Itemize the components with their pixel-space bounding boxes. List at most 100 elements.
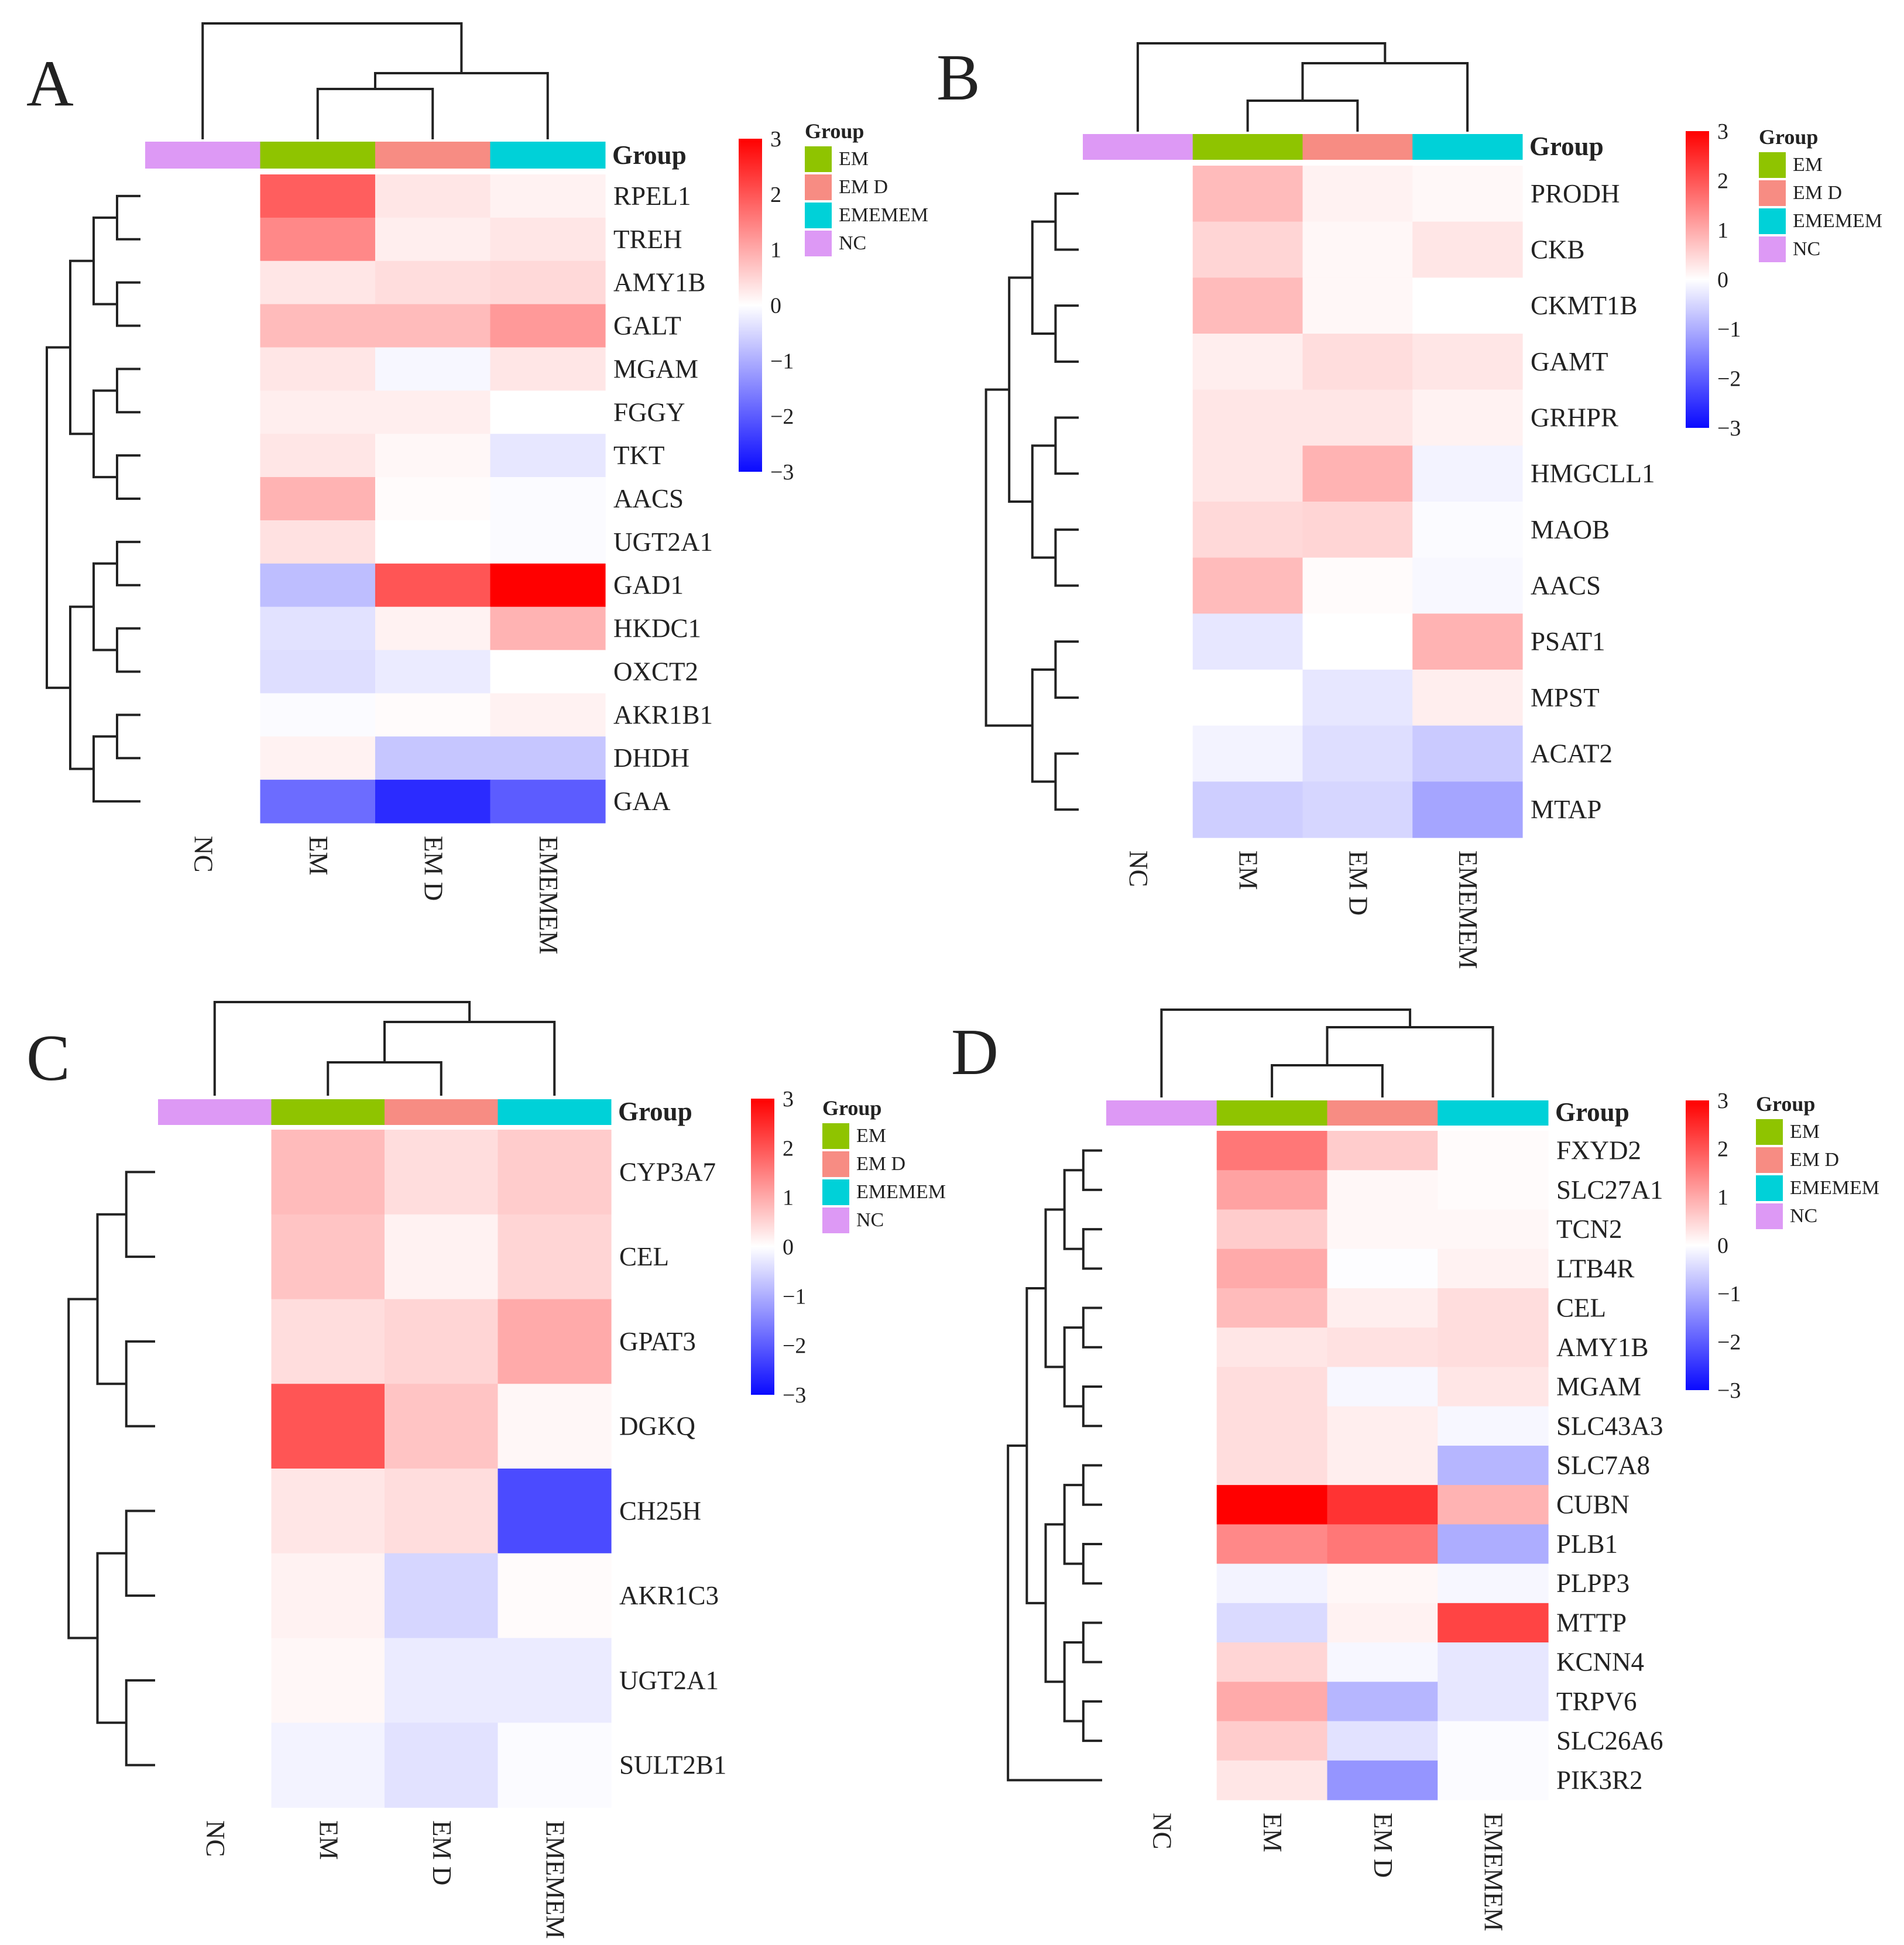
column-label: EM [314,1820,343,1860]
heatmap-cell [1412,445,1523,502]
heatmap-cell [1106,1209,1217,1250]
heatmap-cell [1327,1524,1438,1565]
heatmap-cell [490,390,606,434]
heatmap-cell [1302,613,1413,670]
heatmap-cell [145,650,261,694]
heatmap-cell [1302,166,1413,222]
heatmap-cell [1412,725,1523,782]
heatmap-cell [490,650,606,694]
color-scale-tick: 2 [783,1136,794,1161]
heatmap-cell [498,1299,612,1384]
legend-label: EMEMEM [839,204,928,226]
heatmap-cell [490,304,606,348]
heatmap-cell [1216,1288,1328,1328]
row-label: HMGCLL1 [1531,459,1655,488]
heatmap-cell [1083,334,1193,390]
heatmap-cell [158,1469,272,1554]
column-label: EM D [1368,1813,1398,1878]
group-band-ememem [490,142,606,169]
color-scale-tick: −2 [783,1334,806,1359]
heatmap-cell [1106,1642,1217,1682]
row-label: PRODH [1531,179,1620,208]
heatmap-cell [385,1299,499,1384]
color-scale-bar [751,1099,774,1395]
heatmap-cell [1412,781,1523,838]
row-label: GPAT3 [619,1327,696,1356]
group-band-nc [1083,134,1193,160]
heatmap-cell [1302,557,1413,614]
heatmap-cell [145,520,261,564]
heatmap-cell [1083,389,1193,446]
heatmap-cell [1302,389,1413,446]
heatmap-cell [1412,334,1523,390]
heatmap-cell [498,1214,612,1300]
legend-label: EMEMEM [1790,1177,1879,1199]
column-label: EM [1234,850,1263,890]
heatmap-cell [1216,1682,1328,1722]
heatmap-cell [1216,1760,1328,1800]
heatmap-cell [260,520,376,564]
row-label: MAOB [1531,515,1610,544]
heatmap-cell [260,693,376,737]
heatmap-cell [1083,557,1193,614]
heatmap-cell [375,477,491,521]
color-scale-tick: 2 [770,183,781,207]
heatmap-cell [1192,502,1303,558]
color-scale-tick: −2 [1717,1330,1741,1355]
column-label: NC [1147,1813,1176,1850]
row-label: AMY1B [613,268,706,297]
heatmap-cell [1106,1603,1217,1643]
heatmap-cell [1192,725,1303,782]
legend-swatch [822,1208,849,1233]
column-dendrogram [1160,1008,1494,1097]
heatmap-cell [1192,221,1303,278]
heatmap-cell [145,304,261,348]
row-label: SLC7A8 [1556,1451,1650,1480]
heatmap-cell [1327,1406,1438,1446]
heatmap-cell [490,736,606,780]
heatmap-cell [1216,1131,1328,1171]
heatmap-cell [1216,1445,1328,1486]
row-label: KCNN4 [1556,1648,1644,1677]
heatmap-cell [271,1214,385,1300]
heatmap-cell [1302,781,1413,838]
heatmap-cell [385,1723,499,1808]
heatmap-cell [260,260,376,305]
heatmap-cell [1438,1209,1549,1250]
row-label: SLC26A6 [1556,1726,1663,1755]
row-label: CKB [1531,235,1585,265]
column-dendrogram [1136,42,1469,132]
heatmap-cell [1327,1248,1438,1289]
heatmap-cell [375,434,491,478]
legend-swatch [1756,1147,1783,1173]
heatmap-cell [490,174,606,218]
row-label: SLC27A1 [1556,1175,1663,1205]
heatmap-cell [1083,502,1193,558]
column-label: NC [1124,850,1153,887]
heatmap-cell [1216,1642,1328,1682]
legend-swatch [1759,236,1786,262]
group-band-ememem [1412,134,1523,160]
heatmap-cell [158,1299,272,1384]
heatmap-cell [490,563,606,608]
group-band-em [1192,134,1303,160]
column-label: EMEMEM [540,1820,570,1939]
heatmap-cell [158,1638,272,1723]
row-label: MPST [1531,683,1600,712]
heatmap-cell [1192,781,1303,838]
legend-swatch [805,174,832,200]
color-scale-tick: 1 [1717,1185,1728,1210]
heatmap-cell [1412,277,1523,334]
heatmap-cell [375,736,491,780]
column-label: EMEMEM [1453,850,1483,969]
heatmap-cell [145,563,261,608]
column-label: EM [304,836,333,876]
heatmap-cell [1438,1248,1549,1289]
color-scale-tick: 0 [1717,268,1728,293]
group-band-nc [145,142,260,169]
row-label: GAMT [1531,347,1608,376]
heatmap-cell [1192,389,1303,446]
legend-label: EM [856,1125,886,1147]
heatmap-cell [1438,1642,1549,1682]
heatmap-cell [260,780,376,824]
